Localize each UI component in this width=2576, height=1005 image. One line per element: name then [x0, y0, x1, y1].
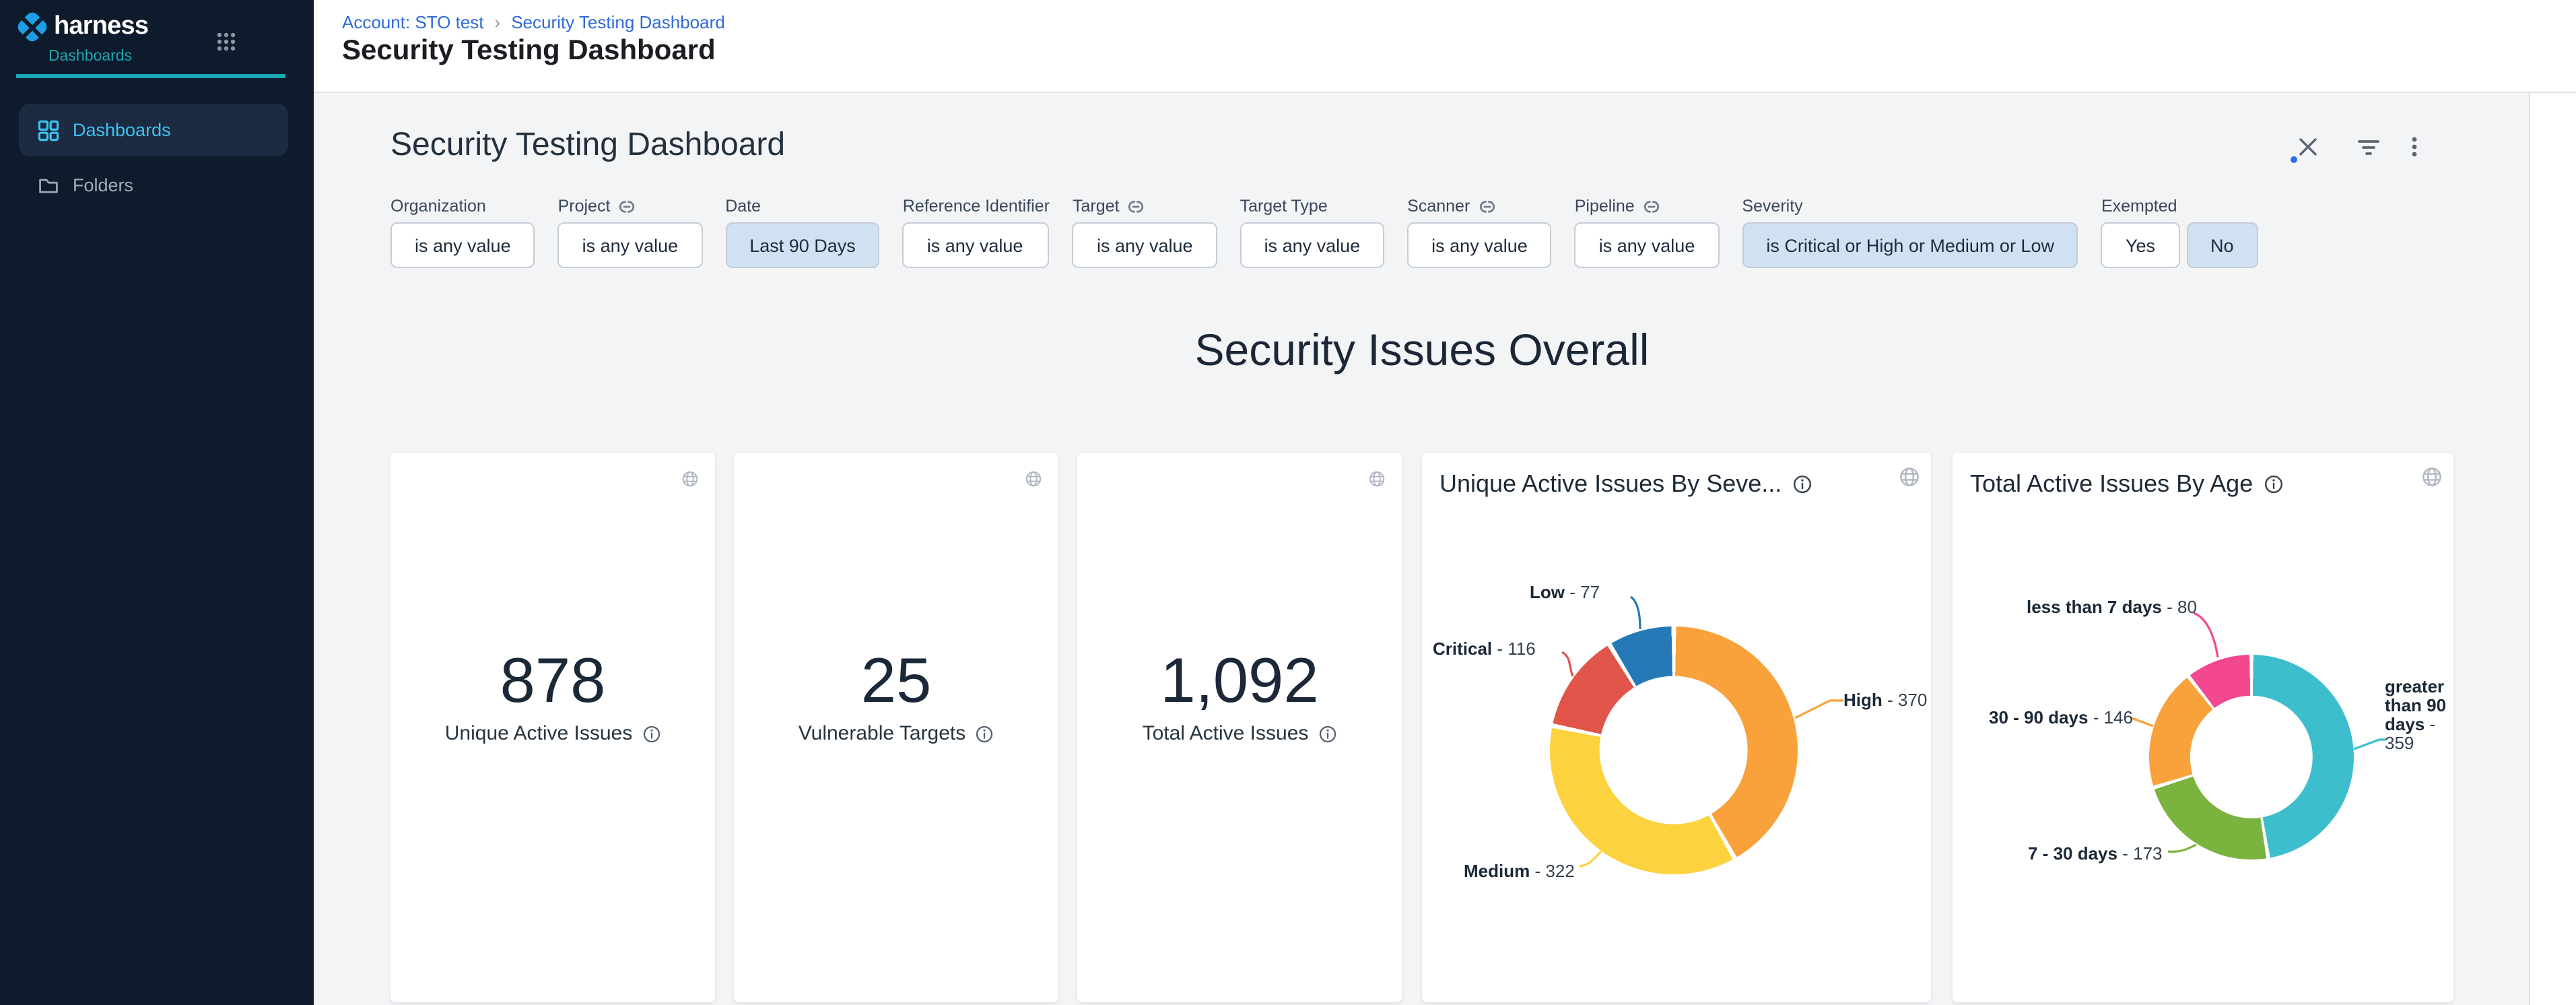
- stat-card-vulnerable-targets: 25 Vulnerable Targets: [734, 453, 1058, 1002]
- info-icon[interactable]: [975, 724, 994, 743]
- filter-exempted: Exempted Yes No: [2101, 195, 2258, 268]
- sidebar-item-dashboards[interactable]: Dashboards: [19, 104, 288, 156]
- globe-icon[interactable]: [681, 470, 699, 488]
- slice-callout-medium: Medium - 322: [1464, 861, 1575, 881]
- filter-label: Reference Identifier: [903, 197, 1050, 216]
- filter-label: Severity: [1742, 197, 1802, 216]
- filter-icon[interactable]: [2357, 135, 2381, 159]
- breadcrumb-dashboard-link[interactable]: Security Testing Dashboard: [511, 12, 725, 32]
- chart-card-issues-by-severity: Unique Active Issues By Seve... High - 3…: [1422, 453, 1931, 1002]
- link-icon: [1643, 197, 1660, 215]
- globe-icon[interactable]: [2421, 466, 2443, 488]
- nine-dot-grid-icon[interactable]: [215, 31, 237, 53]
- info-icon[interactable]: [1792, 474, 1812, 494]
- globe-icon[interactable]: [1368, 470, 1386, 488]
- link-icon: [618, 197, 636, 215]
- filter-target-type: Target Type is any value: [1240, 195, 1385, 268]
- kebab-menu-icon[interactable]: [2402, 135, 2427, 159]
- breadcrumb-account-link[interactable]: Account: STO test: [342, 12, 484, 32]
- filter-value-chip[interactable]: is any value: [1575, 222, 1720, 268]
- stat-label: Unique Active Issues: [445, 722, 633, 745]
- stat-label: Total Active Issues: [1143, 722, 1309, 745]
- top-header: Account: STO test › Security Testing Das…: [314, 0, 2576, 93]
- filter-label: Exempted: [2101, 197, 2177, 216]
- scrollbar-gutter[interactable]: [2529, 93, 2576, 1005]
- filter-value-chip[interactable]: is any value: [903, 222, 1050, 268]
- donut-chart-age[interactable]: [2149, 655, 2354, 860]
- link-icon: [1127, 197, 1145, 215]
- stat-card-total-active-issues: 1,092 Total Active Issues: [1077, 453, 1402, 1002]
- globe-icon[interactable]: [1025, 470, 1042, 488]
- filter-label: Date: [725, 197, 761, 216]
- filter-value-chip[interactable]: is any value: [1240, 222, 1385, 268]
- filter-date: Date Last 90 Days: [725, 195, 880, 268]
- sidebar-item-label: Dashboards: [73, 120, 171, 140]
- pointer-dot: [2291, 156, 2297, 163]
- filter-scanner: Scanner is any value: [1407, 195, 1552, 268]
- dashboards-icon: [38, 119, 59, 141]
- filter-value-chip[interactable]: is any value: [391, 222, 535, 268]
- filter-reference-identifier: Reference Identifier is any value: [903, 195, 1050, 268]
- info-icon[interactable]: [2264, 474, 2284, 494]
- filter-label: Project: [558, 197, 611, 216]
- slice-callout-critical: Critical - 116: [1433, 639, 1536, 659]
- dashboard-title: Security Testing Dashboard: [391, 127, 785, 164]
- chart-card-issues-by-age: Total Active Issues By Age greater than …: [1953, 453, 2453, 1002]
- info-icon[interactable]: [1318, 724, 1336, 743]
- globe-icon[interactable]: [1899, 466, 1920, 488]
- sidebar-item-folders[interactable]: Folders: [19, 159, 288, 212]
- section-title: Security Issues Overall: [391, 325, 2453, 376]
- stat-value: 25: [734, 644, 1058, 717]
- sidebar: harness Dashboards Dashboards Fol: [0, 0, 314, 1005]
- filter-bar: Organization is any value Project is any…: [391, 195, 2258, 268]
- slice-callout-greater-90-days: greater than 90 days - 359: [2385, 678, 2455, 753]
- breadcrumb: Account: STO test › Security Testing Das…: [342, 12, 725, 32]
- filter-label: Pipeline: [1575, 197, 1635, 216]
- filter-label: Target Type: [1240, 197, 1328, 216]
- close-icon[interactable]: [2296, 135, 2320, 159]
- filter-pipeline: Pipeline is any value: [1575, 195, 1720, 268]
- filter-value-chip[interactable]: is Critical or High or Medium or Low: [1742, 222, 2078, 268]
- stat-card-unique-active-issues: 878 Unique Active Issues: [391, 453, 715, 1002]
- chevron-right-icon: ›: [495, 12, 501, 32]
- slice-callout-less-7-days: less than 7 days - 80: [2027, 597, 2197, 617]
- slice-callout-low: Low - 77: [1530, 582, 1600, 602]
- link-icon: [1478, 197, 1495, 215]
- filter-label: Organization: [391, 197, 486, 216]
- filter-label: Target: [1073, 197, 1120, 216]
- slice-callout-high: High - 370: [1843, 690, 1927, 710]
- filter-value-chip[interactable]: is any value: [1407, 222, 1552, 268]
- info-icon[interactable]: [642, 724, 660, 743]
- folder-icon: [38, 174, 59, 196]
- filter-value-chip[interactable]: Last 90 Days: [725, 222, 880, 268]
- dashboard-panel: Security Testing Dashboard Organization …: [314, 93, 2529, 1005]
- filter-target: Target is any value: [1073, 195, 1217, 268]
- chart-title: Total Active Issues By Age: [1970, 470, 2253, 498]
- sidebar-item-label: Folders: [73, 175, 133, 195]
- harness-logo[interactable]: harness: [20, 12, 148, 42]
- donut-chart-severity[interactable]: [1550, 626, 1798, 874]
- filter-label: Scanner: [1407, 197, 1470, 216]
- exempted-no-button[interactable]: No: [2186, 222, 2258, 268]
- filter-value-chip[interactable]: is any value: [558, 222, 703, 268]
- stat-value: 1,092: [1077, 644, 1402, 717]
- stat-value: 878: [391, 644, 715, 717]
- filter-severity: Severity is Critical or High or Medium o…: [1742, 195, 2078, 268]
- sidebar-divider: [16, 74, 285, 77]
- harness-logo-text: harness: [54, 12, 148, 42]
- chart-title: Unique Active Issues By Seve...: [1439, 470, 1782, 498]
- harness-logo-icon: [15, 10, 50, 44]
- filter-value-chip[interactable]: is any value: [1073, 222, 1217, 268]
- slice-callout-30-90-days: 30 - 90 days - 146: [1989, 707, 2133, 727]
- filter-project: Project is any value: [558, 195, 703, 268]
- filter-organization: Organization is any value: [391, 195, 535, 268]
- exempted-yes-button[interactable]: Yes: [2101, 222, 2179, 268]
- product-label: Dashboards: [48, 48, 132, 65]
- slice-callout-7-30-days: 7 - 30 days - 173: [2028, 843, 2163, 864]
- page-title: Security Testing Dashboard: [342, 35, 716, 67]
- stat-label: Vulnerable Targets: [799, 722, 966, 745]
